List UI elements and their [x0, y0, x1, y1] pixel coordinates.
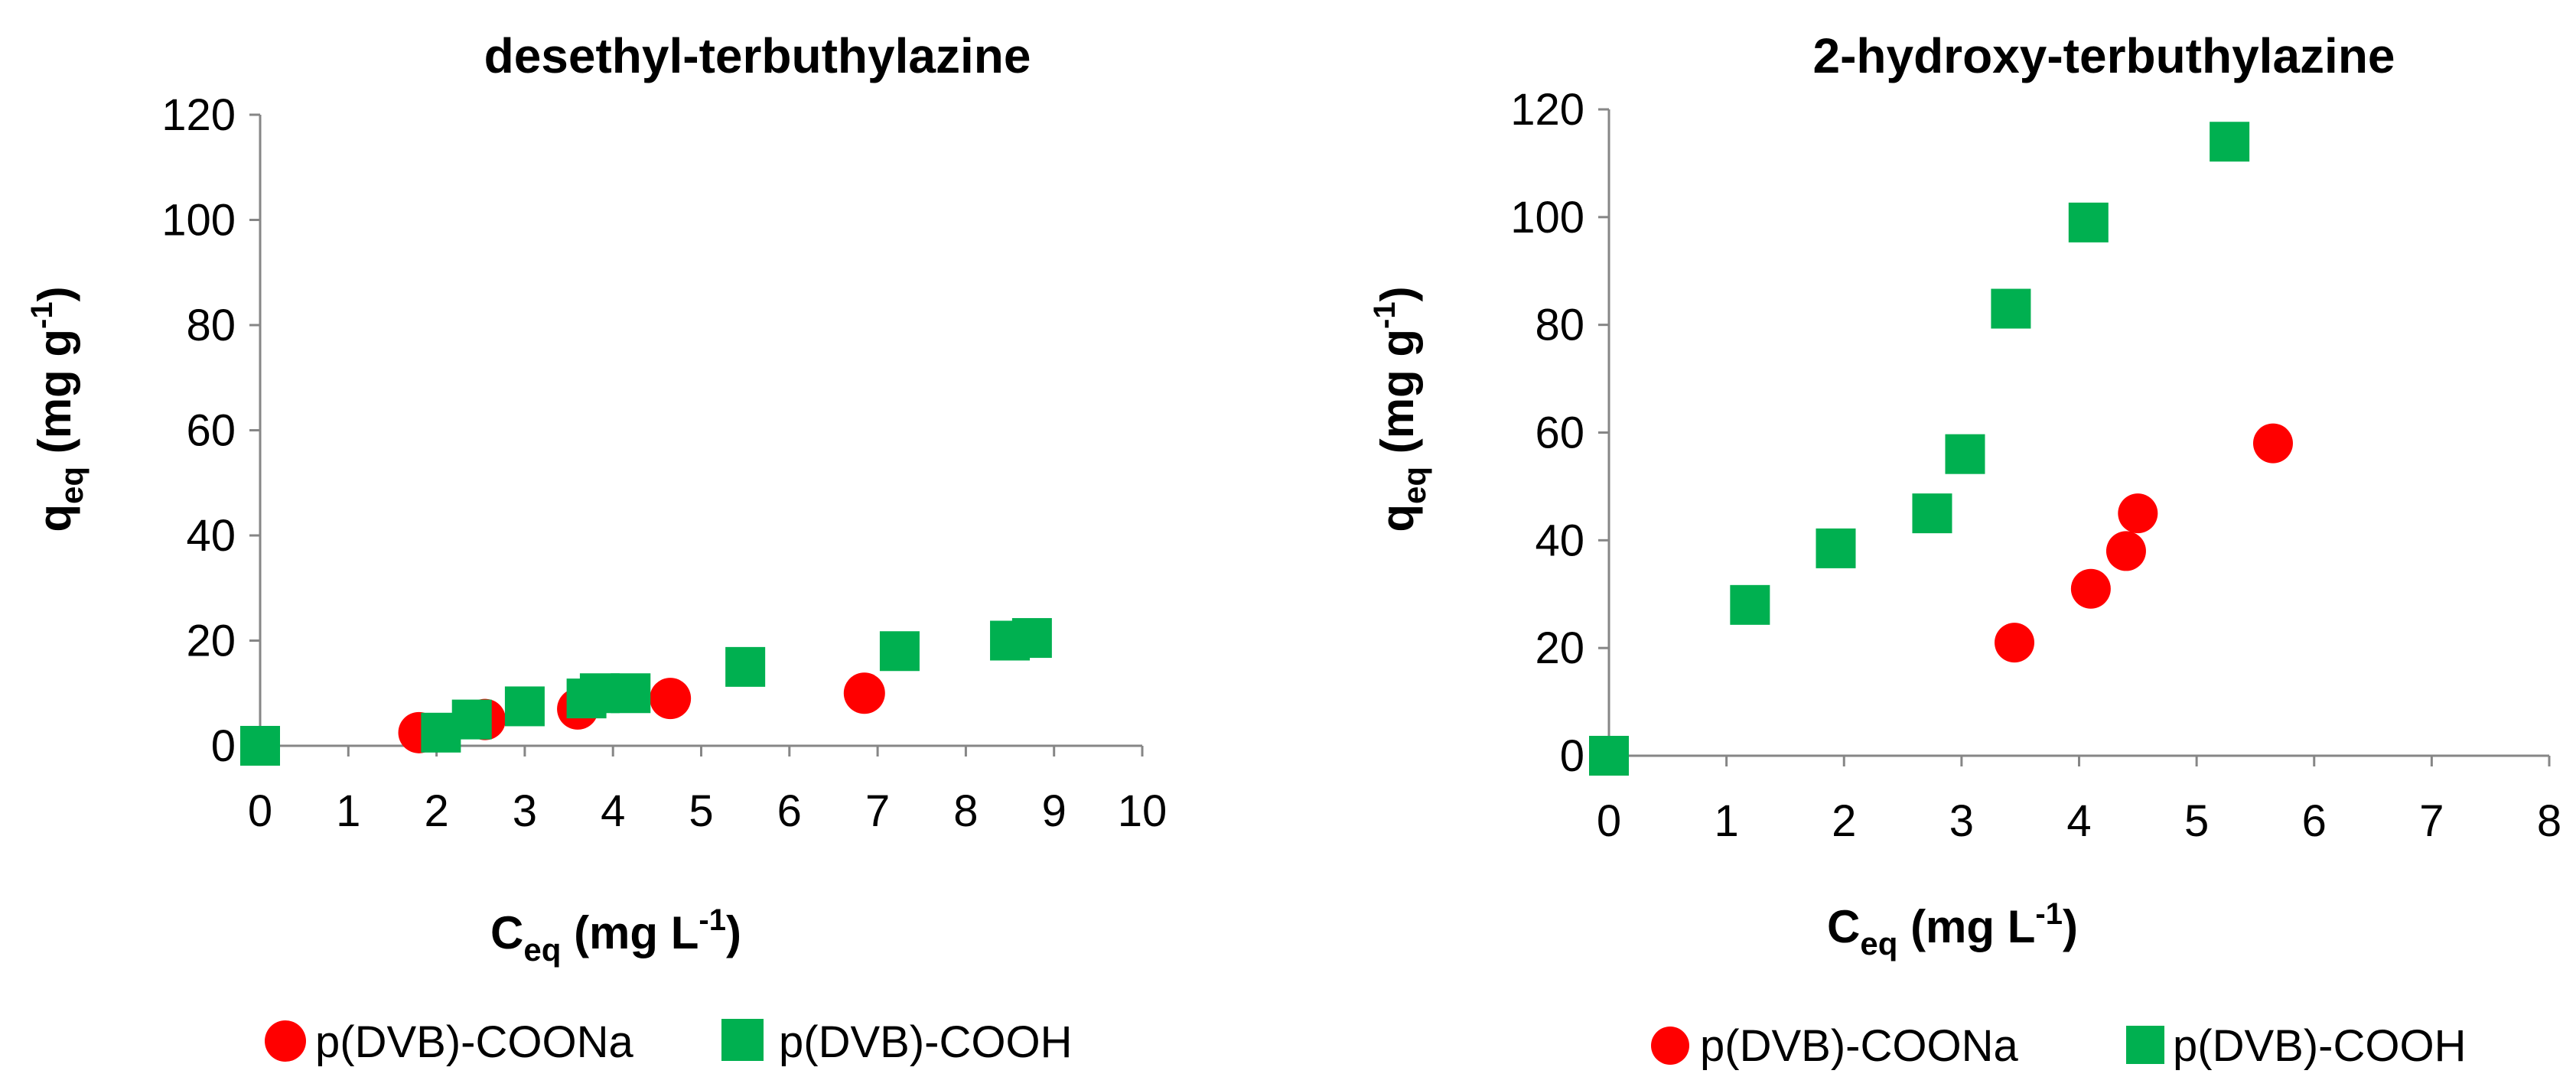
data-point-cooh [611, 673, 651, 714]
legend-marker-square [2126, 1026, 2164, 1064]
chart-2-hydroxy-terbuthylazine: 2-hydroxy-terbuthylazine 020406080100120… [1368, 28, 2561, 1071]
data-point-coona [650, 678, 692, 720]
data-point-coona [1995, 623, 2035, 663]
x-tick-label: 0 [248, 786, 272, 836]
data-point-coona [2105, 531, 2146, 571]
x-tick-label: 7 [865, 786, 890, 836]
legend-marker-square [721, 1019, 764, 1061]
x-tick-label: 5 [689, 786, 713, 836]
x-tick-label: 4 [601, 786, 625, 836]
x-tick-label: 8 [953, 786, 978, 836]
y-tick-label: 20 [1535, 623, 1584, 673]
y-tick-label: 60 [1535, 408, 1584, 458]
legend-marker-circle [265, 1020, 306, 1062]
x-tick-label: 3 [513, 786, 537, 836]
x-tick-label: 10 [1118, 786, 1168, 836]
legend-label-cooh: p(DVB)-COOH [779, 1017, 1072, 1067]
legend-label-cooh: p(DVB)-COOH [2173, 1021, 2466, 1071]
data-point-cooh [1991, 288, 2031, 329]
y-tick-label: 0 [1560, 731, 1584, 781]
x-tick-label: 3 [1949, 796, 1974, 846]
legend-label-coona: p(DVB)-COONa [1700, 1021, 2018, 1071]
data-point-cooh [1011, 618, 1052, 659]
y-tick-label: 40 [1535, 516, 1584, 565]
y-tick-label: 120 [1510, 85, 1584, 135]
tick-labels: 0 20 40 60 80 100 120 0 1 2 3 4 5 6 7 8 [1510, 85, 2561, 846]
y-tick-label: 0 [211, 721, 236, 771]
x-tick-label: 9 [1042, 786, 1067, 836]
data-point-cooh [1816, 528, 1856, 568]
data-point-coona [843, 672, 885, 714]
data-points [1589, 122, 2293, 776]
data-point-cooh [240, 726, 280, 766]
tick-labels: 0 20 40 60 80 100 120 0 1 2 3 4 5 6 7 8 9 10 [161, 90, 1167, 836]
y-tick-label: 100 [1510, 193, 1584, 242]
y-tick-label: 60 [186, 406, 236, 456]
chart-title: desethyl-terbuthylazine [484, 28, 1031, 83]
data-point-cooh [1912, 493, 1952, 534]
x-tick-label: 0 [1597, 796, 1621, 846]
data-point-cooh [2210, 122, 2250, 162]
data-point-cooh [1730, 584, 1770, 625]
data-points [240, 618, 1052, 766]
data-point-cooh [2068, 202, 2109, 242]
y-tick-label: 120 [161, 90, 236, 140]
x-tick-label: 5 [2184, 796, 2209, 846]
y-axis-label: qeq (mg g-1) [1368, 286, 1432, 532]
x-axis-label: Ceq (mg L-1) [1827, 897, 2078, 961]
chart-desethyl-terbuthylazine: desethyl-terbuthylazine 0204060801001200… [25, 28, 1167, 1067]
legend-label-coona: p(DVB)-COONa [315, 1017, 633, 1067]
y-axis-label: qeq (mg g-1) [25, 286, 90, 532]
x-axis-label: Ceq (mg L-1) [490, 903, 741, 968]
chart-title: 2-hydroxy-terbuthylazine [1812, 28, 2395, 83]
y-tick-label: 80 [186, 301, 236, 350]
legend: p(DVB)-COONa p(DVB)-COOH [265, 1017, 1072, 1067]
y-tick-label: 20 [186, 617, 236, 666]
y-tick-label: 40 [186, 511, 236, 561]
axes [1598, 108, 2551, 766]
legend: p(DVB)-COONa p(DVB)-COOH [1651, 1021, 2466, 1071]
x-tick-label: 8 [2537, 796, 2561, 846]
y-tick-label: 100 [161, 196, 236, 246]
data-point-cooh [1945, 434, 1985, 474]
x-tick-label: 2 [424, 786, 448, 836]
x-tick-label: 2 [1832, 796, 1856, 846]
x-tick-label: 1 [1714, 796, 1738, 846]
x-tick-label: 7 [2419, 796, 2444, 846]
data-point-cooh [504, 686, 545, 727]
x-tick-label: 1 [336, 786, 360, 836]
x-tick-label: 6 [2302, 796, 2327, 846]
legend-marker-circle [1651, 1027, 1689, 1065]
x-tick-label: 4 [2066, 796, 2091, 846]
y-tick-label: 80 [1535, 301, 1584, 350]
data-point-coona [2070, 568, 2111, 609]
data-point-coona [2252, 423, 2293, 464]
data-point-cooh [1589, 736, 1629, 776]
data-point-cooh [879, 631, 920, 672]
x-tick-label: 6 [777, 786, 802, 836]
data-point-coona [2118, 493, 2158, 534]
data-point-cooh [725, 646, 766, 687]
data-point-cooh [451, 699, 492, 740]
